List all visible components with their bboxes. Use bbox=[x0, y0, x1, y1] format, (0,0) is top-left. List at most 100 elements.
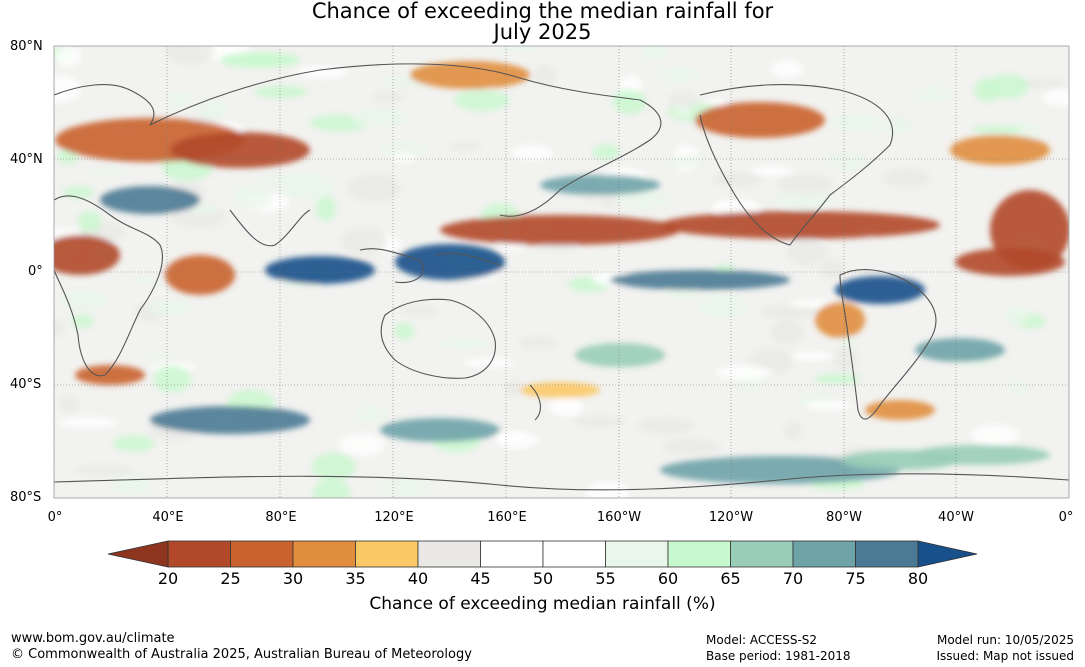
colorbar-tick: 30 bbox=[282, 569, 304, 588]
lat-label-80n: 80°N bbox=[10, 39, 43, 54]
rainfall-anomaly-region bbox=[58, 416, 118, 429]
lon-label-40w: 40°W bbox=[938, 510, 974, 525]
rainfall-anomaly-region bbox=[311, 452, 356, 481]
rainfall-anomaly-region bbox=[167, 91, 192, 108]
footer-url: www.bom.gov.au/climate bbox=[11, 631, 175, 646]
rainfall-anomaly-region bbox=[837, 334, 857, 353]
rainfall-anomaly-region bbox=[60, 289, 108, 312]
lon-label-120w: 120°W bbox=[708, 510, 754, 525]
rainfall-anomaly-region bbox=[220, 52, 300, 68]
rainfall-anomaly-region bbox=[60, 395, 78, 413]
colorbar-tick: 65 bbox=[720, 569, 741, 588]
rainfall-anomaly-region bbox=[668, 91, 699, 109]
rainfall-anomaly-region bbox=[660, 456, 900, 484]
rainfall-anomaly-region bbox=[775, 187, 833, 210]
rainfall-anomaly-region bbox=[339, 434, 385, 457]
rainfall-anomaly-region bbox=[715, 365, 773, 381]
rainfall-anomaly-region bbox=[915, 338, 1005, 362]
rainfall-anomaly-region bbox=[662, 439, 721, 455]
rainfall-anomaly-region bbox=[955, 248, 1065, 276]
probability-field bbox=[54, 46, 1069, 498]
rainfall-anomaly-region bbox=[54, 235, 120, 275]
rainfall-anomaly-region bbox=[352, 406, 390, 425]
colorbar-tick: 35 bbox=[345, 569, 366, 588]
rainfall-anomaly-region bbox=[351, 107, 408, 129]
lon-label-120e: 120°E bbox=[374, 510, 414, 525]
lon-label-0-right: 0° bbox=[1058, 510, 1074, 525]
rainfall-anomaly-region bbox=[613, 89, 647, 115]
rainfall-anomaly-region bbox=[110, 475, 151, 497]
lon-label-80w: 80°W bbox=[826, 510, 862, 525]
rainfall-anomaly-region bbox=[825, 153, 869, 170]
colorbar-tick: 60 bbox=[657, 569, 679, 588]
rainfall-anomaly-region bbox=[372, 91, 404, 102]
rainfall-anomaly-region bbox=[695, 102, 825, 138]
lon-label-160e: 160°E bbox=[487, 510, 527, 525]
map-title-line2: July 2025 bbox=[493, 20, 592, 44]
rainfall-anomaly-region bbox=[454, 89, 510, 111]
rainfall-anomaly-region bbox=[112, 435, 155, 452]
rainfall-anomaly-region bbox=[835, 276, 925, 304]
rainfall-anomaly-region bbox=[520, 382, 600, 398]
rainfall-anomaly-region bbox=[497, 46, 542, 53]
rainfall-anomaly-region bbox=[88, 167, 126, 178]
rainfall-anomaly-region bbox=[575, 343, 665, 367]
rainfall-anomaly-region bbox=[770, 60, 803, 79]
rainfall-anomaly-region bbox=[279, 173, 336, 201]
rainfall-anomaly-region bbox=[75, 465, 135, 476]
rainfall-anomaly-region bbox=[610, 270, 790, 290]
rainfall-anomaly-region bbox=[833, 347, 859, 371]
rainfall-anomaly-region bbox=[985, 74, 1030, 99]
rainfall-anomaly-region bbox=[518, 336, 558, 349]
rainfall-anomaly-region bbox=[865, 400, 935, 420]
rainfall-anomaly-region bbox=[55, 46, 82, 67]
map-frame bbox=[53, 45, 1070, 499]
rainfall-anomaly-region bbox=[165, 46, 215, 65]
rainfall-anomaly-region bbox=[233, 182, 273, 209]
rainfall-anomaly-region bbox=[970, 424, 1020, 446]
rainfall-anomaly-region bbox=[62, 186, 95, 199]
rainfall-anomaly-region bbox=[504, 380, 524, 397]
rainfall-anomaly-region bbox=[100, 186, 200, 214]
rainfall-anomaly-region bbox=[464, 357, 515, 368]
rainfall-anomaly-region bbox=[572, 416, 626, 427]
rainfall-anomaly-region bbox=[759, 305, 819, 319]
rainfall-anomaly-region bbox=[54, 320, 65, 337]
colorbar-tick: 25 bbox=[220, 569, 241, 588]
rainfall-anomaly-region bbox=[492, 431, 529, 442]
rainfall-anomaly-region bbox=[592, 144, 620, 160]
rainfall-anomaly-region bbox=[619, 75, 643, 94]
rainfall-anomaly-region bbox=[950, 135, 1050, 165]
rainfall-anomaly-region bbox=[533, 65, 555, 87]
rainfall-anomaly-region bbox=[54, 75, 82, 104]
rainfall-anomaly-region bbox=[436, 337, 492, 350]
rainfall-anomaly-region bbox=[714, 264, 735, 273]
rainfall-anomaly-region bbox=[815, 302, 865, 338]
rainfall-anomaly-region bbox=[150, 406, 310, 434]
rainfall-anomaly-region bbox=[75, 365, 145, 385]
rainfall-anomaly-region bbox=[56, 149, 79, 165]
rainfall-anomaly-region bbox=[791, 351, 834, 361]
rainfall-anomaly-region bbox=[440, 215, 680, 245]
rainfall-anomaly-region bbox=[380, 418, 500, 442]
rainfall-anomaly-region bbox=[1008, 380, 1029, 395]
rainfall-anomaly-region bbox=[667, 155, 704, 167]
rainfall-anomaly-region bbox=[637, 417, 696, 434]
rainfall-anomaly-region bbox=[132, 276, 160, 285]
rainfall-anomaly-region bbox=[805, 400, 853, 411]
rainfall-anomaly-region bbox=[711, 198, 761, 217]
colorbar-tick: 45 bbox=[470, 569, 491, 588]
rainfall-anomaly-region bbox=[784, 421, 803, 441]
rainfall-anomaly-region bbox=[253, 85, 309, 98]
rainfall-anomaly-region bbox=[674, 104, 692, 117]
footer-copyright: © Commonwealth of Australia 2025, Austra… bbox=[11, 647, 472, 662]
rainfall-anomaly-region bbox=[777, 174, 833, 195]
lat-label-40s: 40°S bbox=[10, 377, 42, 392]
colorbar-tick: 75 bbox=[845, 569, 866, 588]
rainfall-anomaly-region bbox=[751, 165, 794, 177]
rainfall-anomaly-region bbox=[910, 445, 1050, 465]
rainfall-anomaly-region bbox=[148, 299, 193, 317]
rainfall-anomaly-region bbox=[882, 168, 930, 188]
rainfall-anomaly-region bbox=[348, 174, 401, 203]
